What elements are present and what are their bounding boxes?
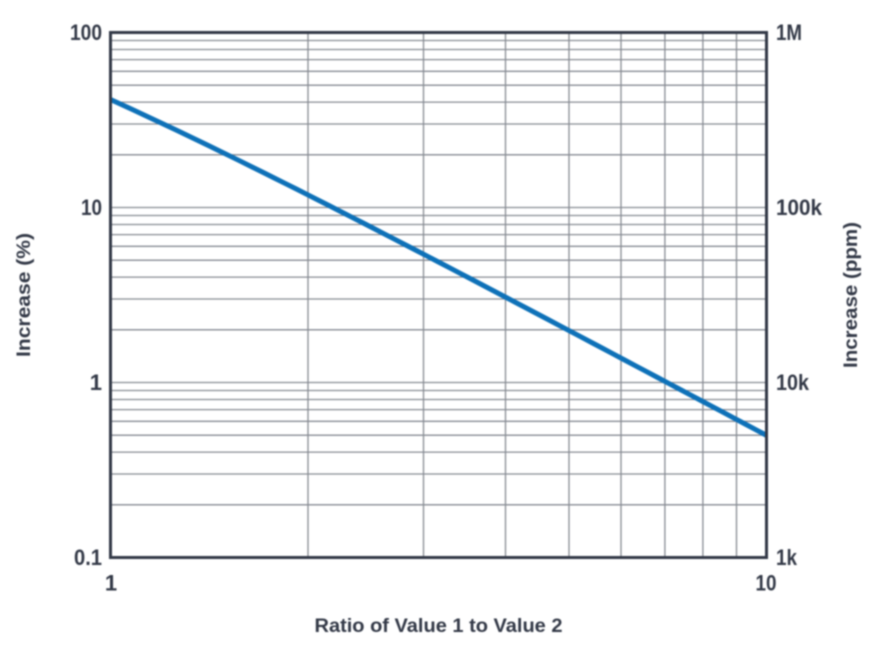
svg-text:1M: 1M — [776, 20, 802, 45]
svg-text:Increase (ppm): Increase (ppm) — [841, 222, 862, 368]
svg-text:10: 10 — [81, 195, 102, 220]
svg-text:100: 100 — [70, 20, 102, 45]
svg-text:10k: 10k — [776, 370, 810, 395]
svg-text:1: 1 — [105, 571, 117, 596]
svg-text:10: 10 — [756, 571, 777, 596]
svg-text:0.1: 0.1 — [74, 545, 102, 570]
svg-text:Increase (%): Increase (%) — [14, 233, 35, 357]
svg-text:1k: 1k — [776, 545, 798, 570]
svg-text:100k: 100k — [776, 195, 823, 220]
svg-text:Ratio of Value 1 to Value 2: Ratio of Value 1 to Value 2 — [315, 616, 563, 637]
svg-text:1: 1 — [90, 370, 102, 395]
